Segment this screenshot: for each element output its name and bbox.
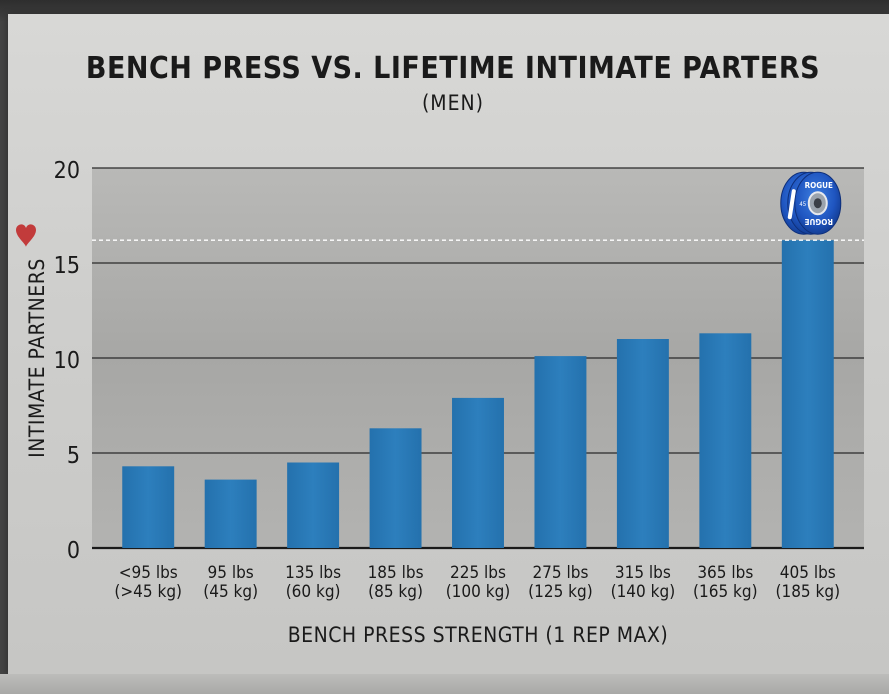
bar <box>781 240 834 548</box>
x-tick-label: (140 kg) <box>611 582 676 602</box>
plate-hole <box>813 198 822 209</box>
x-tick-label: 405 lbs <box>780 563 836 583</box>
x-tick-label: (85 kg) <box>368 582 423 602</box>
plate-brand-text: ROGUE <box>805 217 833 226</box>
x-tick-label: 275 lbs <box>532 563 588 583</box>
bar <box>534 356 587 548</box>
chart-subtitle: (MEN) <box>422 91 484 115</box>
plate-brand-text: ROGUE <box>805 181 833 190</box>
x-axis-title: BENCH PRESS STRENGTH (1 REP MAX) <box>288 623 669 647</box>
x-tick-label: (125 kg) <box>528 582 593 602</box>
x-tick-label: 95 lbs <box>208 563 254 583</box>
x-tick-label: (60 kg) <box>286 582 341 602</box>
bottom-strip <box>0 674 889 694</box>
x-tick-label: 135 lbs <box>285 563 341 583</box>
y-axis-title: INTIMATE PARTNERS <box>25 258 49 458</box>
plate-weight-text: 45 <box>799 201 806 208</box>
x-tick-label: (165 kg) <box>693 582 758 602</box>
y-tick-label: 0 <box>67 538 80 564</box>
bar <box>369 428 422 548</box>
y-tick-label: 5 <box>67 443 80 469</box>
x-category-labels: <95 lbs(>45 kg) 95 lbs(45 kg) 135 lbs(60 k… <box>114 563 840 602</box>
x-tick-label: 365 lbs <box>697 563 753 583</box>
x-tick-label: 315 lbs <box>615 563 671 583</box>
x-tick-label: (100 kg) <box>446 582 511 602</box>
heart-icon <box>16 224 36 247</box>
x-tick-label: (>45 kg) <box>114 582 182 602</box>
x-tick-label: 185 lbs <box>368 563 424 583</box>
bar <box>287 462 340 548</box>
x-tick-label: <95 lbs <box>119 563 178 583</box>
bar <box>204 479 257 548</box>
x-tick-label: (45 kg) <box>203 582 258 602</box>
bar <box>616 339 669 548</box>
bar <box>699 333 752 548</box>
chart-title: BENCH PRESS VS. LIFETIME INTIMATE PARTER… <box>86 51 820 86</box>
y-tick-label: 15 <box>54 253 80 279</box>
y-tick-labels: 0 5 10 15 20 <box>54 158 80 564</box>
y-tick-label: 20 <box>54 158 80 184</box>
bar <box>452 397 504 548</box>
weight-plate-icon: ROGUE ROGUE 45 <box>780 171 842 235</box>
plate-highlight <box>787 189 796 220</box>
bar <box>122 466 175 548</box>
bars <box>122 240 834 548</box>
x-tick-label: (185 kg) <box>776 582 841 602</box>
x-tick-label: 225 lbs <box>450 563 506 583</box>
y-tick-label: 10 <box>54 348 80 374</box>
